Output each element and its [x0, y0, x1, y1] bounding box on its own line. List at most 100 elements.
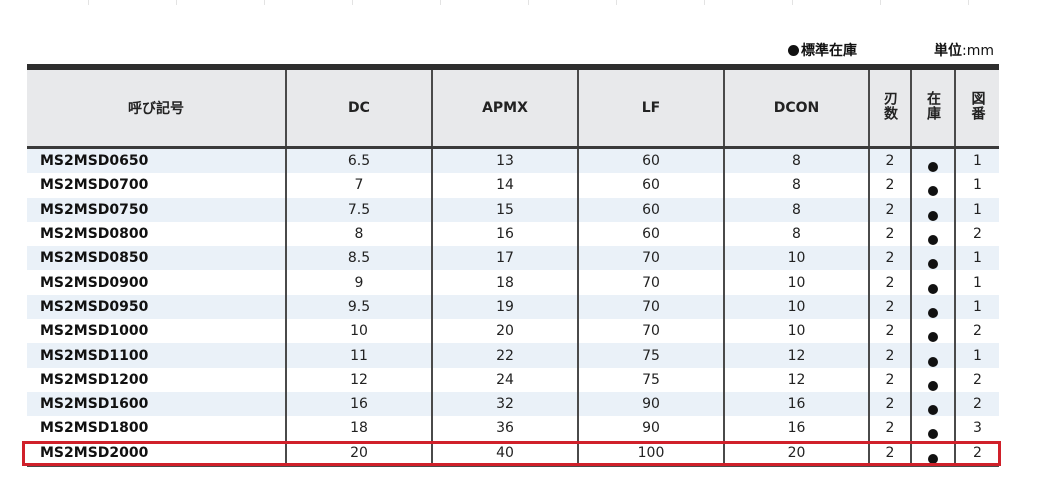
cell-lf: 60 [577, 173, 724, 198]
col-header-flutes-text: 刃数 [882, 91, 898, 121]
cell-code: MS2MSD0750 [27, 197, 286, 222]
cell-fig: 2 [954, 221, 999, 247]
stock-dot-icon: ● [928, 235, 938, 246]
col-header-dcon: DCON [723, 70, 869, 148]
stock-dot-icon: ● [928, 429, 938, 440]
stock-dot-icon: ● [928, 380, 938, 391]
col-header-fig-text: 図番 [969, 91, 986, 121]
cell-stock: ● [910, 343, 955, 368]
cell-code: MS2MSD0850 [27, 246, 286, 271]
cell-apmx: 20 [431, 319, 578, 344]
cell-dc: 7.5 [285, 197, 432, 222]
table-top-bar [27, 64, 999, 70]
top-ruler [0, 0, 1040, 6]
cell-lf: 60 [577, 197, 724, 222]
unit-value: :mm [962, 43, 994, 59]
stock-dot-icon: ● [928, 259, 938, 270]
cell-apmx: 16 [431, 221, 578, 247]
stock-dot-icon: ● [928, 283, 938, 294]
cell-fig: 1 [954, 147, 999, 174]
stock-dot-icon: ● [928, 186, 938, 197]
spec-table: 呼び記号 DC APMX LF DCON 刃数 在庫 図番 MS2MSD0650… [27, 70, 999, 467]
cell-dc: 8.5 [285, 246, 432, 271]
cell-dc: 18 [285, 416, 432, 441]
stock-dot-icon [788, 45, 799, 56]
cell-fig: 1 [954, 173, 999, 198]
cell-code: MS2MSD0900 [27, 270, 286, 295]
cell-dc: 11 [285, 343, 432, 368]
cell-dc: 9.5 [285, 294, 432, 320]
cell-apmx: 13 [431, 147, 578, 174]
cell-lf: 70 [577, 319, 724, 344]
stock-dot-icon: ● [928, 332, 938, 343]
cell-dcon: 8 [723, 173, 869, 198]
cell-fig: 3 [954, 416, 999, 441]
cell-fig: 2 [954, 440, 999, 467]
col-header-stock: 在庫 [910, 70, 955, 148]
stock-dot-icon: ● [928, 162, 938, 173]
cell-lf: 90 [577, 391, 724, 417]
cell-code: MS2MSD1100 [27, 343, 286, 368]
stock-dot-icon: ● [928, 453, 938, 464]
col-header-flutes: 刃数 [868, 70, 911, 148]
cell-flutes: 2 [868, 343, 911, 368]
stock-dot-icon: ● [928, 356, 938, 367]
cell-lf: 75 [577, 343, 724, 368]
cell-fig: 1 [954, 270, 999, 295]
cell-apmx: 15 [431, 197, 578, 222]
cell-fig: 1 [954, 246, 999, 271]
cell-dcon: 10 [723, 294, 869, 320]
cell-flutes: 2 [868, 270, 911, 295]
cell-fig: 2 [954, 391, 999, 417]
cell-stock: ● [910, 246, 955, 271]
cell-dc: 8 [285, 221, 432, 247]
col-header-fig: 図番 [954, 70, 999, 148]
cell-apmx: 32 [431, 391, 578, 417]
cell-code: MS2MSD2000 [27, 440, 286, 467]
cell-stock: ● [910, 173, 955, 198]
cell-stock: ● [910, 147, 955, 174]
unit-label: 単位:mm [934, 40, 994, 60]
cell-stock: ● [910, 319, 955, 344]
col-header-stock-text: 在庫 [925, 91, 941, 121]
cell-fig: 1 [954, 343, 999, 368]
cell-dc: 16 [285, 391, 432, 417]
cell-flutes: 2 [868, 147, 911, 174]
cell-apmx: 17 [431, 246, 578, 271]
cell-code: MS2MSD1200 [27, 367, 286, 392]
stock-dot-icon: ● [928, 307, 938, 318]
cell-flutes: 2 [868, 197, 911, 222]
cell-code: MS2MSD0800 [27, 221, 286, 247]
cell-lf: 75 [577, 367, 724, 392]
cell-fig: 2 [954, 367, 999, 392]
cell-apmx: 36 [431, 416, 578, 441]
cell-dcon: 10 [723, 319, 869, 344]
cell-stock: ● [910, 367, 955, 392]
cell-apmx: 22 [431, 343, 578, 368]
cell-lf: 70 [577, 270, 724, 295]
cell-stock: ● [910, 440, 955, 467]
cell-stock: ● [910, 221, 955, 247]
cell-stock: ● [910, 294, 955, 320]
cell-lf: 100 [577, 440, 724, 467]
cell-code: MS2MSD1000 [27, 319, 286, 344]
cell-flutes: 2 [868, 416, 911, 441]
cell-code: MS2MSD0950 [27, 294, 286, 320]
cell-apmx: 18 [431, 270, 578, 295]
cell-fig: 2 [954, 319, 999, 344]
cell-flutes: 2 [868, 246, 911, 271]
cell-lf: 60 [577, 147, 724, 174]
cell-apmx: 14 [431, 173, 578, 198]
unit-label-text: 単位 [934, 43, 962, 59]
stock-dot-icon: ● [928, 210, 938, 221]
cell-lf: 90 [577, 416, 724, 441]
cell-dc: 10 [285, 319, 432, 344]
